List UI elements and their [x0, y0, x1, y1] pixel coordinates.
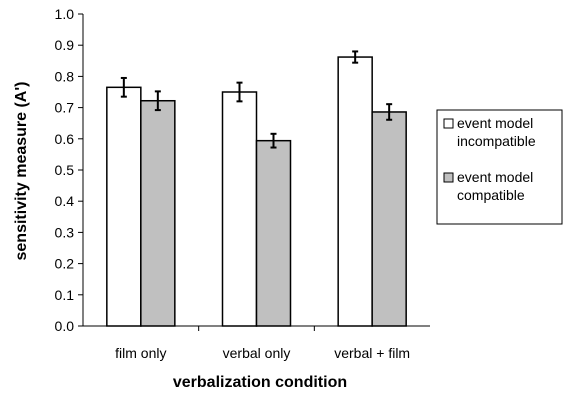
x-axis-tick-labels: film only verbal only verbal + film	[115, 326, 410, 361]
legend-swatch-incompatible	[443, 118, 454, 129]
y-tick-label: 0.7	[55, 100, 75, 116]
legend-label: event model	[457, 169, 533, 185]
legend-label: event model	[457, 115, 533, 131]
y-tick-label: 0.5	[55, 162, 75, 178]
bar-compatible	[255, 139, 292, 327]
y-axis-ticks: 0.0 0.1 0.2 0.3 0.4 0.5 0.6 0.7 0.8 0.9 1.0	[55, 6, 83, 334]
legend: event model incompatible event model compat…	[436, 109, 563, 225]
x-tick-label: film only	[115, 345, 166, 361]
bar-incompatible	[106, 86, 142, 327]
y-tick-label: 0.0	[55, 318, 75, 334]
y-tick-label: 0.9	[55, 37, 75, 53]
y-tick-label: 0.2	[55, 256, 75, 272]
y-tick-label: 0.1	[55, 287, 75, 303]
x-tick-label: verbal + film	[334, 345, 410, 361]
y-tick-label: 0.4	[55, 193, 75, 209]
bar-incompatible	[221, 91, 258, 327]
x-tick-label: verbal only	[223, 345, 291, 361]
bars-layer	[106, 56, 407, 327]
x-axis-title: verbalization condition	[173, 374, 347, 391]
y-tick-label: 1.0	[55, 6, 75, 22]
error-bars-layer	[120, 50, 393, 149]
legend-label: compatible	[457, 187, 525, 203]
bar-compatible	[371, 111, 407, 327]
legend-label: incompatible	[457, 133, 536, 149]
y-axis-title: sensitivity measure (A')	[13, 82, 30, 261]
legend-items: event model incompatible event model compat…	[443, 115, 536, 203]
y-tick-label: 0.8	[55, 68, 75, 84]
legend-box	[436, 109, 563, 225]
bar-incompatible	[337, 56, 373, 327]
bar-compatible	[140, 99, 176, 327]
legend-swatch-compatible	[443, 172, 454, 183]
y-tick-label: 0.6	[55, 131, 75, 147]
y-tick-label: 0.3	[55, 224, 75, 240]
